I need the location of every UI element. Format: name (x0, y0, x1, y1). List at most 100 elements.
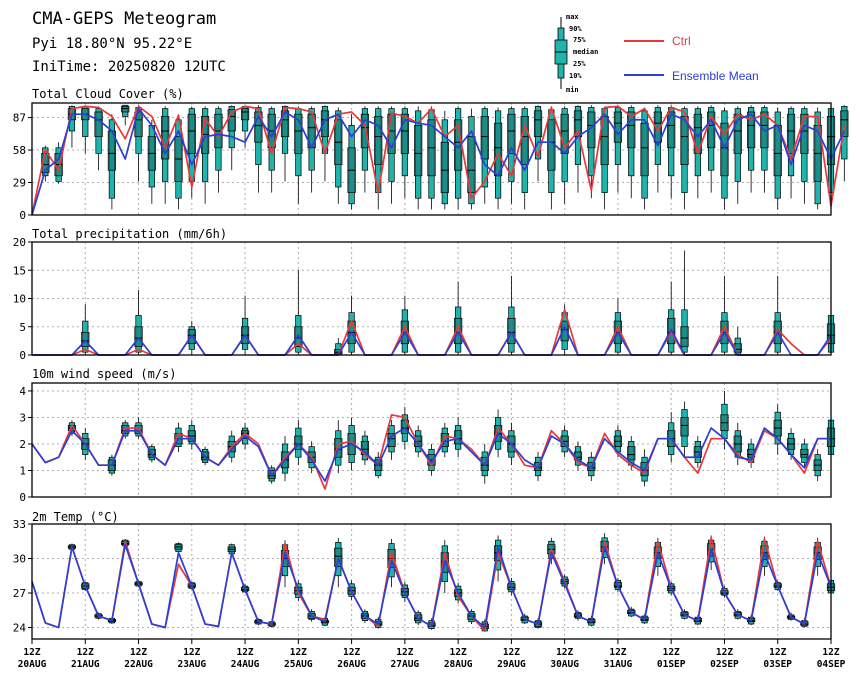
box-inner (240, 430, 250, 440)
box-inner (840, 110, 849, 137)
x-tick-hour: 12Z (663, 647, 680, 658)
ensemble-box (240, 295, 250, 355)
panel-frame (31, 382, 832, 498)
x-tick-date: 31AUG (604, 659, 633, 670)
ensemble-box (680, 250, 689, 355)
y-tick-label: 3 (19, 411, 26, 424)
ensemble-box (680, 401, 689, 458)
ensemble-box (454, 106, 463, 210)
x-tick-date: 23AUG (177, 659, 206, 670)
box-inner (387, 433, 396, 447)
ensemble-box (174, 542, 183, 553)
box-inner (786, 113, 796, 154)
ensemble-box (334, 107, 343, 204)
box-inner (454, 317, 463, 345)
ensemble-box (294, 420, 303, 466)
y-tick-label: 15 (13, 264, 26, 277)
ensemble-box (773, 275, 782, 355)
ensemble-box (667, 105, 676, 199)
x-tick-date: 27AUG (391, 659, 420, 670)
ensemble-box (733, 422, 742, 466)
legend-box-glyph: max 90% 75% median 25% 10% min (554, 13, 598, 94)
box-inner (493, 122, 503, 177)
chart-title: CMA-GEPS Meteogram (32, 9, 216, 29)
ensemble-box (400, 295, 409, 355)
y-tick-label: 10 (13, 293, 26, 306)
ensemble-box (773, 404, 782, 455)
box-inner (187, 113, 196, 154)
box-inner (254, 111, 263, 143)
box-inner (81, 332, 90, 347)
x-tick-date: 29AUG (497, 659, 526, 670)
box-inner (374, 116, 383, 165)
x-tick-hour: 12Z (503, 647, 520, 658)
ensemble-box (720, 107, 729, 210)
y-tick-label: 5 (19, 321, 26, 334)
panel-title-cloud: Total Cloud Cover (%) (32, 87, 184, 101)
ensemble-box (81, 105, 90, 154)
x-tick-date: 01SEP (657, 659, 686, 670)
y-tick-label: 1 (19, 464, 26, 477)
x-tick-date: 30AUG (550, 659, 579, 670)
ensemble-box (294, 270, 303, 355)
ensemble-box (507, 275, 516, 355)
box-inner (667, 111, 676, 149)
x-tick-date: 04SEP (817, 659, 846, 670)
y-tick-label: 24 (13, 622, 27, 635)
x-tick-date: 26AUG (337, 659, 366, 670)
x-tick-date: 20AUG (18, 659, 47, 670)
box-inner (121, 106, 130, 113)
y-tick-label: 0 (19, 209, 26, 222)
ensemble-mean-line (32, 325, 832, 356)
box-inner (800, 448, 809, 458)
ensemble-box (134, 290, 143, 355)
x-tick-hour: 12Z (343, 647, 360, 658)
ensemble-box (640, 107, 649, 210)
box-inner (294, 113, 303, 154)
y-tick-label: 29 (13, 177, 26, 190)
legend-p10-label: 10% (569, 72, 582, 80)
box-inner (400, 113, 409, 154)
ensemble-box (760, 105, 769, 193)
box-inner (294, 435, 303, 450)
box-inner (627, 446, 636, 461)
ensemble-box (360, 430, 370, 466)
box-inner (680, 417, 689, 437)
box-inner (134, 326, 143, 347)
ensemble-box (427, 106, 436, 210)
panel-3: 24 27 30 33 (13, 518, 836, 640)
ensemble-box (813, 107, 822, 210)
legend-ctrl-label: Ctrl (672, 34, 691, 48)
ensemble-box (573, 105, 583, 193)
ensemble-box (560, 425, 569, 458)
ensemble-box (267, 106, 276, 193)
ensemble-box (613, 105, 623, 193)
panel-2: 0 1 2 3 4 (19, 382, 836, 504)
x-tick-hour: 12Z (556, 647, 573, 658)
box-inner (507, 113, 516, 154)
ensemble-mean-line (31, 107, 846, 216)
ensemble-box (121, 104, 130, 126)
box-inner (440, 141, 449, 193)
x-tick-hour: 12Z (396, 647, 413, 658)
ensemble-box (667, 412, 676, 463)
legend-p75-label: 75% (573, 36, 586, 44)
ensemble-box (347, 295, 356, 355)
box-inner (627, 111, 636, 149)
box-inner (334, 547, 343, 567)
y-tick-label: 58 (13, 144, 26, 157)
box-inner (360, 113, 370, 149)
ensemble-box (667, 281, 676, 355)
ensemble-box (214, 106, 223, 193)
ensemble-mean-line (31, 543, 832, 629)
ensemble-box (813, 449, 822, 482)
ensemble-box (387, 106, 396, 204)
panel-title-temp: 2m Temp (°C) (32, 510, 119, 524)
y-tick-label: 30 (13, 553, 26, 566)
box-inner (240, 108, 250, 121)
x-tick-hour: 12Z (609, 647, 626, 658)
legend-p90-label: 90% (569, 25, 582, 33)
ensemble-box (680, 106, 689, 210)
x-tick-hour: 12Z (236, 647, 253, 658)
